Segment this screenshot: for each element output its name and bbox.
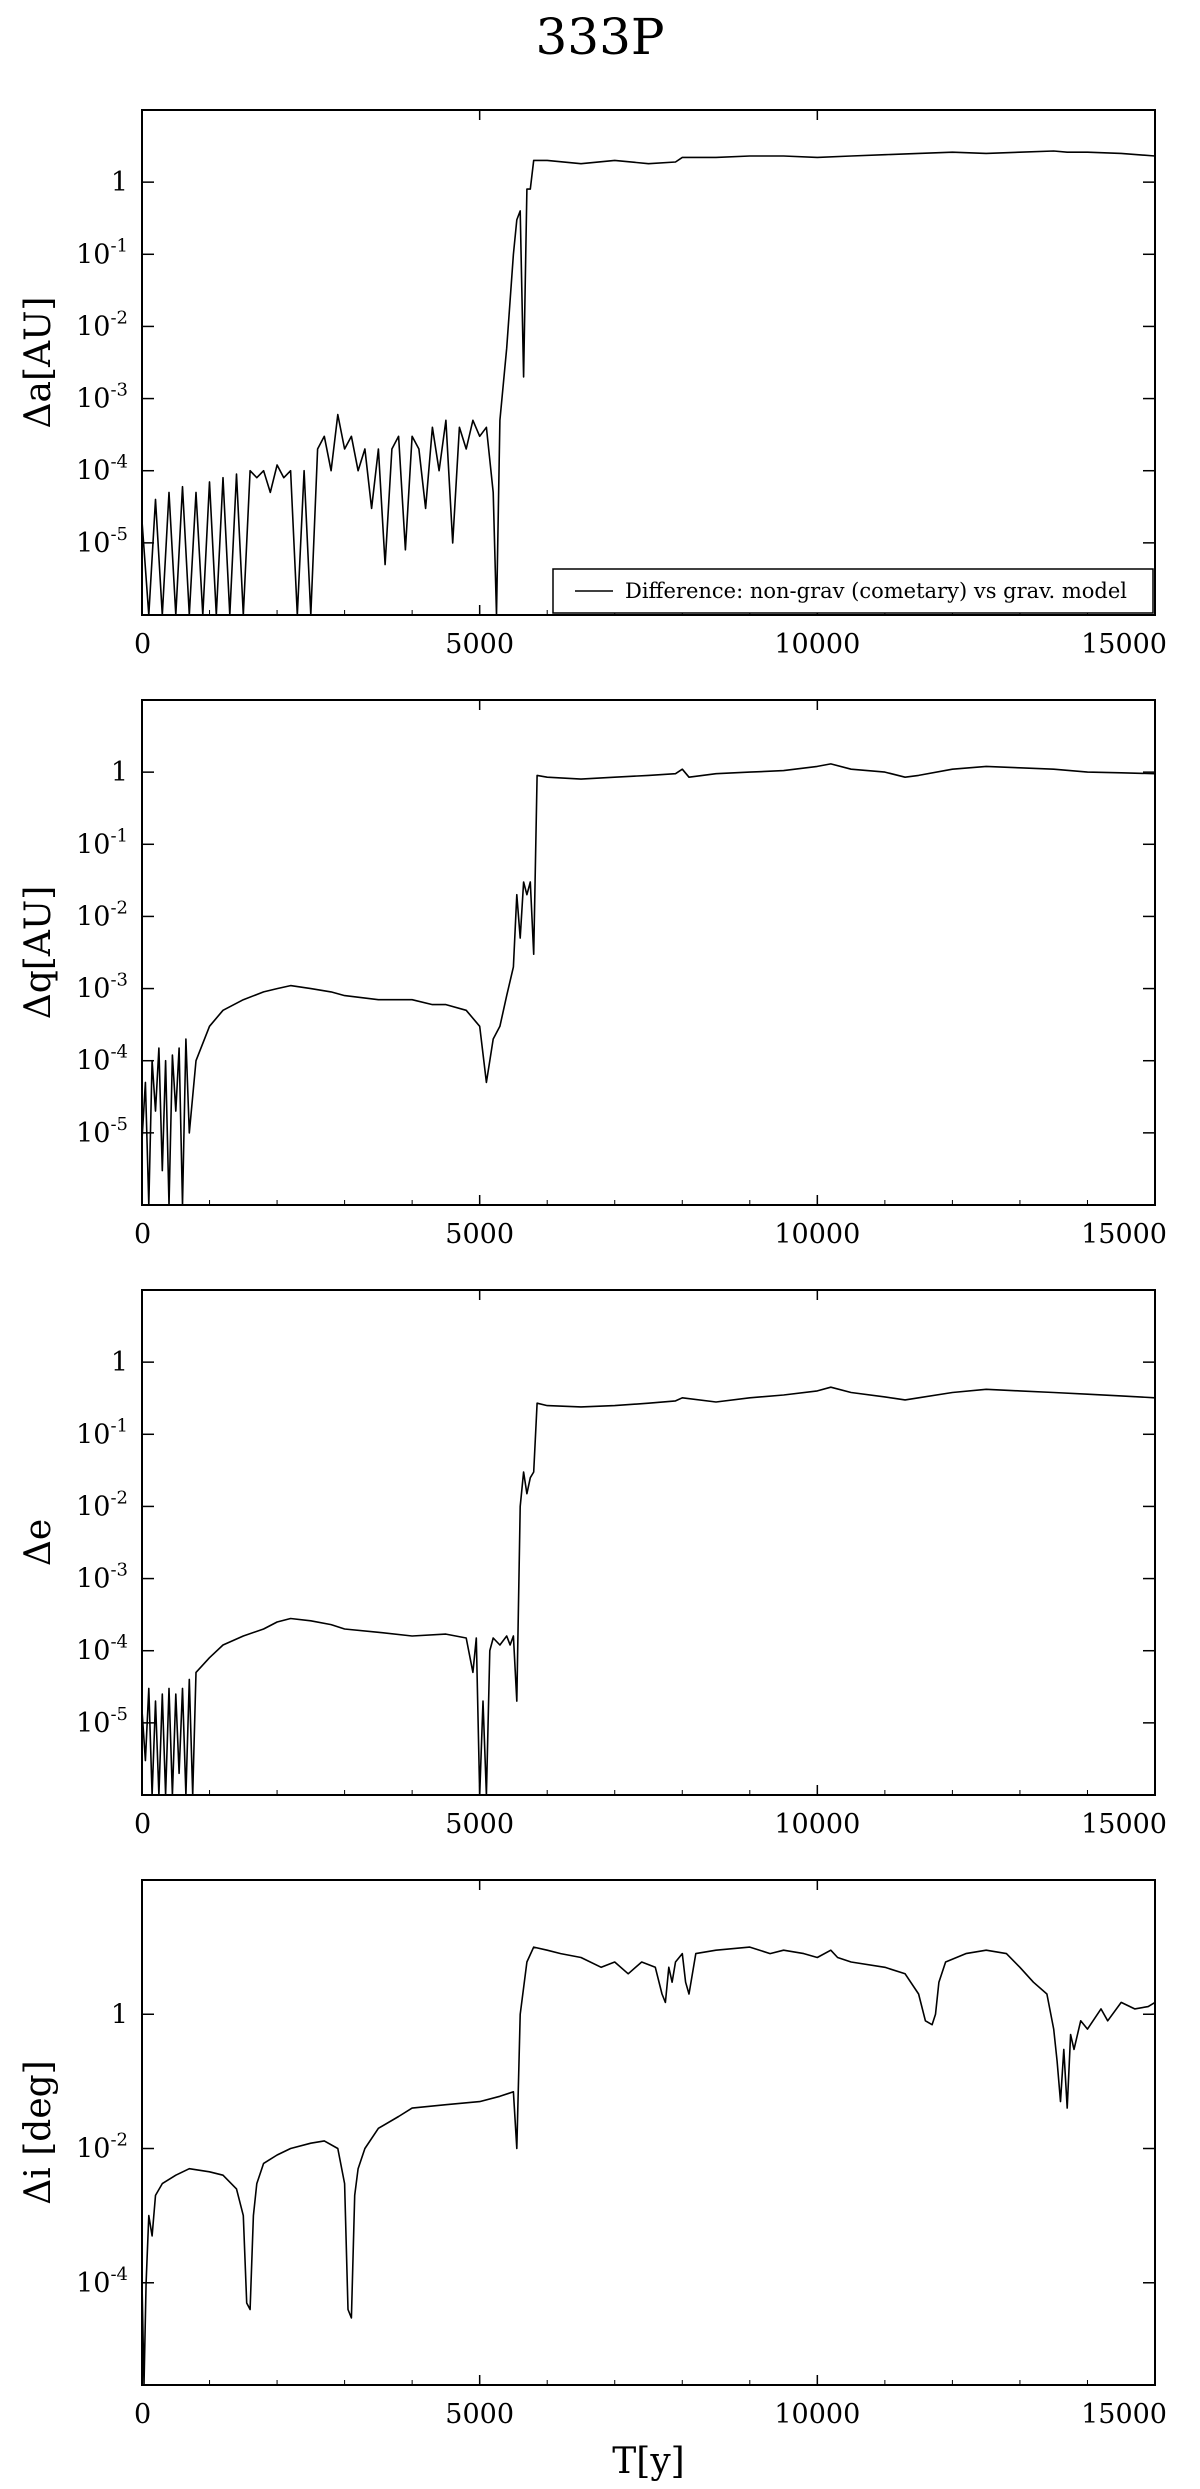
y-tick-label: 10-4 (76, 452, 128, 487)
chart-panel-3: 0 5000 10000 15000 10-5 10-4 10-3 10-2 10-1 1 Δe (18, 1289, 1167, 1840)
plot-frame (141, 1879, 1156, 2386)
series-line (142, 150, 1155, 615)
y-tick-label: 10-5 (76, 1704, 128, 1739)
y-tick-label: 1 (111, 167, 128, 198)
y-tick-label: 1 (111, 1999, 128, 2030)
y-tick-label: 10-5 (76, 1114, 128, 1149)
y-tick-label: 10-4 (76, 1042, 128, 1077)
x-tick-label: 0 (134, 2399, 151, 2430)
y-axis-label: Δa[AU] (18, 297, 59, 429)
x-axis-label: T[y] (612, 2441, 684, 2482)
y-tick-label: 1 (111, 1347, 128, 1378)
x-tick-label: 10000 (774, 629, 860, 660)
y-tick-label: 10-2 (76, 307, 128, 342)
y-axis-label: Δq[AU] (18, 886, 59, 1019)
chart-panel-2: 0 5000 10000 15000 10-5 10-4 10-3 10-2 10-1 1 Δq[A… (18, 699, 1167, 1250)
x-tick-label: 0 (134, 1219, 151, 1250)
y-tick-label: 10-1 (76, 235, 128, 270)
figure-title: 333P (535, 8, 665, 66)
y-tick-label: 10-2 (76, 897, 128, 932)
x-tick-label: 5000 (445, 2399, 514, 2430)
y-tick-label: 10-2 (76, 1487, 128, 1522)
plot-frame (141, 109, 1156, 616)
chart-panel-1: 0 5000 10000 15000 10-5 10-4 10-3 10-2 10-1 1 Δa[A… (18, 109, 1167, 660)
x-tick-label: 15000 (1081, 1809, 1167, 1840)
x-tick-label: 0 (134, 1809, 151, 1840)
series-line (142, 1386, 1155, 1795)
x-tick-label: 15000 (1081, 2399, 1167, 2430)
series-line (142, 1946, 1155, 2385)
x-tick-label: 15000 (1081, 1219, 1167, 1250)
y-tick-label: 10-4 (76, 2264, 128, 2299)
legend-entry: Difference: non-grav (cometary) vs grav.… (625, 579, 1127, 603)
y-tick-label: 10-5 (76, 524, 128, 559)
x-tick-label: 10000 (774, 1809, 860, 1840)
series-line (142, 763, 1155, 1205)
y-axis-label: Δe (18, 1519, 59, 1566)
y-tick-label: 10-3 (76, 1560, 128, 1595)
x-tick-label: 0 (134, 629, 151, 660)
plot-frame (141, 1289, 1156, 1796)
y-tick-label: 10-1 (76, 825, 128, 860)
x-tick-label: 5000 (445, 1219, 514, 1250)
legend: Difference: non-grav (cometary) vs grav.… (552, 568, 1154, 614)
y-tick-label: 10-4 (76, 1632, 128, 1667)
x-tick-label: 15000 (1081, 629, 1167, 660)
plot-frame (141, 699, 1156, 1206)
y-tick-label: 10-1 (76, 1415, 128, 1450)
y-tick-label: 10-3 (76, 380, 128, 415)
x-tick-label: 5000 (445, 1809, 514, 1840)
y-tick-label: 1 (111, 757, 128, 788)
x-tick-label: 10000 (774, 2399, 860, 2430)
legend-box (552, 568, 1154, 614)
y-tick-label: 10-2 (76, 2130, 128, 2165)
chart-panel-4: 0 5000 10000 15000 10-4 10-2 1 Δi [deg] T[y] (18, 1879, 1167, 2482)
y-axis-label: Δi [deg] (18, 2060, 59, 2204)
y-tick-label: 10-3 (76, 970, 128, 1005)
x-tick-label: 10000 (774, 1219, 860, 1250)
x-tick-label: 5000 (445, 629, 514, 660)
